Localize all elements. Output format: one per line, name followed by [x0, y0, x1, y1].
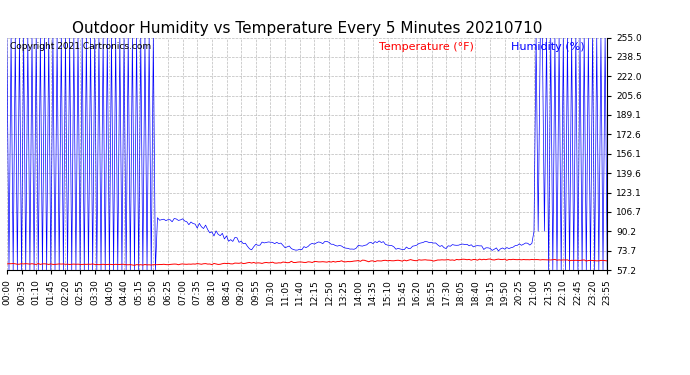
- Text: Copyright 2021 Cartronics.com: Copyright 2021 Cartronics.com: [10, 42, 151, 51]
- Text: Temperature (°F): Temperature (°F): [379, 42, 474, 52]
- Text: Humidity (%): Humidity (%): [511, 42, 585, 52]
- Title: Outdoor Humidity vs Temperature Every 5 Minutes 20210710: Outdoor Humidity vs Temperature Every 5 …: [72, 21, 542, 36]
